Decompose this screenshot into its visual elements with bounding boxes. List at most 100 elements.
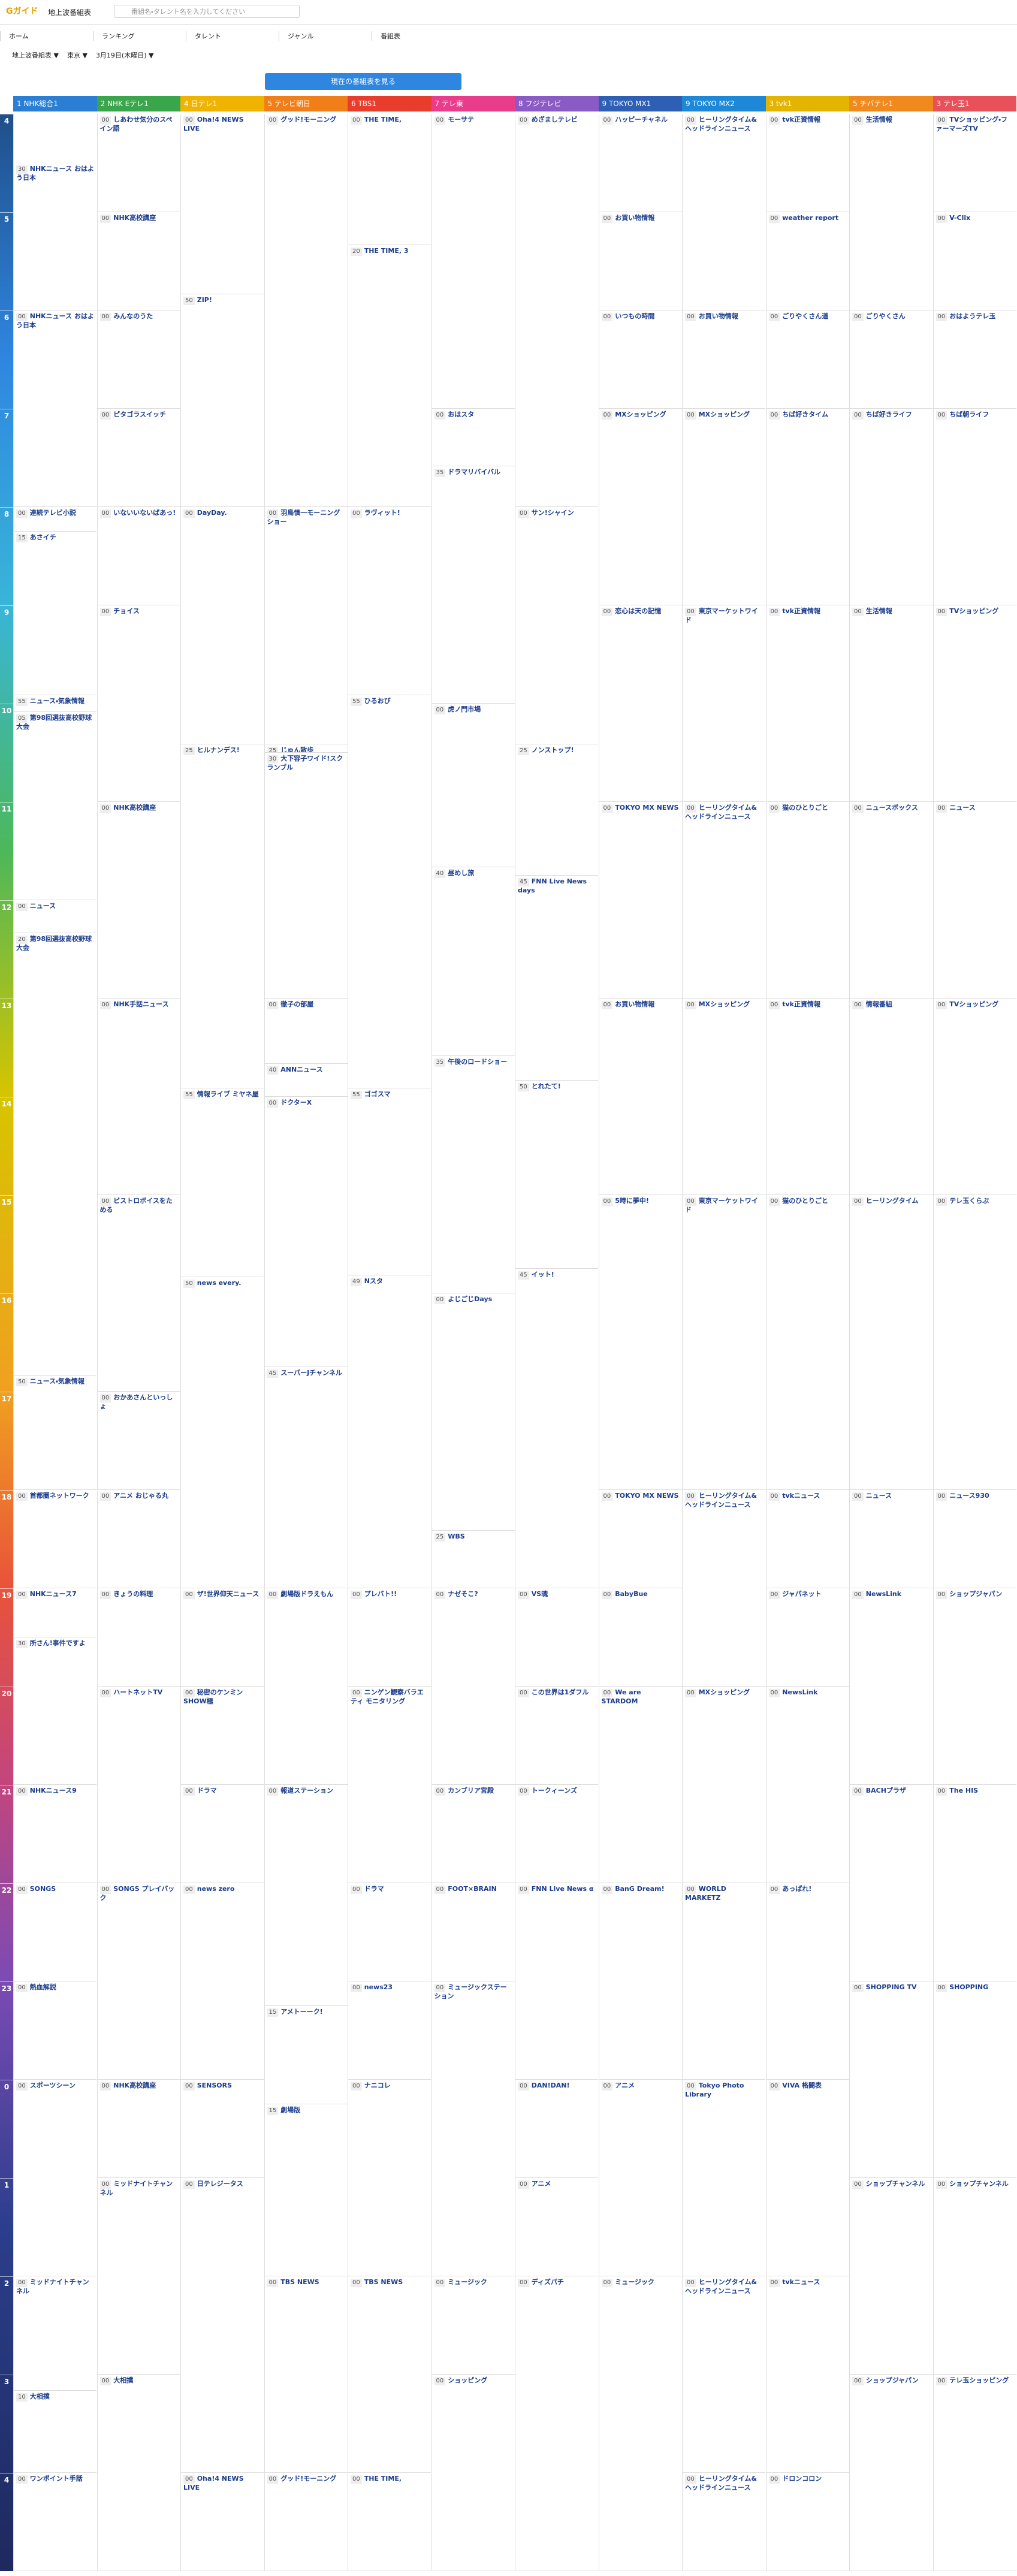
- program[interactable]: 00 おかあさんといっしょ: [97, 1392, 180, 1490]
- program[interactable]: 00 お買い物情報: [599, 212, 682, 310]
- program[interactable]: 30 NHKニュース おはよう日本: [14, 163, 96, 310]
- program[interactable]: 00 MXショッピング: [683, 409, 765, 605]
- program[interactable]: 25 WBS: [431, 1531, 515, 1588]
- program[interactable]: 00 ミッドナイトチャンネル: [97, 2178, 180, 2375]
- program[interactable]: 00 DayDay.: [181, 507, 264, 745]
- program[interactable]: 20 THE TIME, 3: [348, 245, 431, 507]
- program[interactable]: 00 東京マーケットワイド: [683, 605, 765, 802]
- program[interactable]: 00 SONGS: [14, 1883, 96, 1981]
- program[interactable]: 00 スポーツシーン: [14, 2080, 96, 2276]
- program[interactable]: 00 The HIS: [933, 1785, 1016, 1981]
- program[interactable]: 15 あさイチ: [14, 532, 96, 696]
- program[interactable]: 00 ニュース: [933, 802, 1016, 999]
- program[interactable]: 00 TVショッピング: [933, 605, 1016, 802]
- program[interactable]: 00 TBS NEWS: [348, 2276, 431, 2473]
- program[interactable]: 00 おはようテレ玉: [933, 310, 1016, 409]
- program[interactable]: 00 恋心は天の記憶: [599, 605, 682, 802]
- program[interactable]: 00 ヒーリングタイム&ヘッドラインニュース: [683, 2473, 765, 2571]
- program[interactable]: 00 報道ステーション: [264, 1785, 348, 2006]
- program[interactable]: 00 THE TIME,: [348, 2473, 431, 2571]
- nav-item[interactable]: 番組表: [372, 31, 464, 41]
- program[interactable]: 00 ドロンコロン: [766, 2473, 849, 2571]
- program[interactable]: 00 ヒーリングタイム&ヘッドラインニュース: [683, 2276, 765, 2473]
- program[interactable]: 00 テレ玉ショッピング: [933, 2375, 1016, 2571]
- selector[interactable]: 地上波番組表 ▼: [12, 52, 59, 59]
- program[interactable]: 00 SHOPPING: [933, 1981, 1016, 2178]
- program[interactable]: 00 NHK手話ニュース: [97, 999, 180, 1195]
- program[interactable]: 00 FOOT×BRAIN: [431, 1883, 515, 1981]
- program[interactable]: 55 情報ライブ ミヤネ屋: [181, 1088, 264, 1277]
- program[interactable]: 00 ワンポイント手話: [14, 2473, 96, 2571]
- program[interactable]: 00 FNN Live News α: [515, 1883, 598, 2080]
- program[interactable]: 25 ノンストップ!: [515, 744, 598, 876]
- nav-item[interactable]: タレント: [186, 31, 279, 41]
- program[interactable]: 00 ニンゲン観察バラエティ モニタリング: [348, 1687, 431, 1883]
- program[interactable]: 00 ヒーリングタイム&ヘッドラインニュース: [683, 114, 765, 310]
- program[interactable]: 00 テレ玉くらぶ: [933, 1195, 1016, 1490]
- program[interactable]: 00 NHKニュース9: [14, 1785, 96, 1883]
- program[interactable]: 00 ミュージックステーション: [431, 1981, 515, 2276]
- program[interactable]: 00 Oha!4 NEWS LIVE: [181, 114, 264, 294]
- program[interactable]: 00 モーサテ: [431, 114, 515, 409]
- program[interactable]: 00 生活情報: [850, 605, 932, 802]
- program[interactable]: 00 ニュースボックス: [850, 802, 932, 999]
- program[interactable]: 00 ザ!世界仰天ニュース: [181, 1588, 264, 1687]
- program[interactable]: 00 MXショッピング: [683, 999, 765, 1195]
- program[interactable]: 00 ちば好きライフ: [850, 409, 932, 605]
- program[interactable]: 00 ショップチャンネル: [850, 2178, 932, 2375]
- program[interactable]: 55 ひるおび: [348, 695, 431, 1089]
- program[interactable]: 00 tvkニュース: [766, 2276, 849, 2473]
- channel-name[interactable]: 2 NHK Eテレ1: [96, 96, 180, 111]
- channel-name[interactable]: 3 テレ玉1: [932, 96, 1016, 111]
- program[interactable]: 00 ニュース: [850, 1490, 932, 1588]
- selector[interactable]: 東京 ▼: [67, 52, 87, 59]
- program[interactable]: 00 DAN!DAN!: [515, 2080, 598, 2178]
- program[interactable]: 45 FNN Live News days: [515, 876, 598, 1081]
- program[interactable]: 00 NHK高校講座: [97, 2080, 180, 2178]
- program[interactable]: 00 アニメ: [599, 2080, 682, 2276]
- program[interactable]: 00 生活情報: [850, 114, 932, 310]
- program[interactable]: 00 TBS NEWS: [264, 2276, 348, 2473]
- program[interactable]: 40 ANNニュース: [264, 1064, 348, 1097]
- program[interactable]: 00 ハートネットTV: [97, 1687, 180, 1883]
- program[interactable]: 00 V-Clix: [933, 212, 1016, 310]
- program[interactable]: 00 あっぱれ!: [766, 1883, 849, 2080]
- program[interactable]: 00 ちば朝ライフ: [933, 409, 1016, 605]
- program[interactable]: 20 第98回選抜高校野球大会: [14, 933, 96, 1376]
- program[interactable]: 00 カンブリア宮殿: [431, 1785, 515, 1883]
- program[interactable]: 00 この世界は1ダフル: [515, 1687, 598, 1785]
- program[interactable]: 50 news every.: [181, 1277, 264, 1588]
- program[interactable]: 00 ショップジャパン: [933, 1588, 1016, 1785]
- program[interactable]: 00 プレバト!!: [348, 1588, 431, 1687]
- program[interactable]: 00 ディズパチ: [515, 2276, 598, 2571]
- program[interactable]: 00 よじごじDays: [431, 1293, 515, 1531]
- program[interactable]: 00 tvkニュース: [766, 1490, 849, 1588]
- program[interactable]: 00 TOKYO MX NEWS: [599, 1490, 682, 1588]
- program[interactable]: 00 news23: [348, 1981, 431, 2080]
- program[interactable]: 00 BACHプラザ: [850, 1785, 932, 1981]
- program[interactable]: 35 午後のロードショー: [431, 1056, 515, 1293]
- program[interactable]: 00 徹子の部屋: [264, 999, 348, 1064]
- program[interactable]: 00 ヒーリングタイム&ヘッドラインニュース: [683, 802, 765, 999]
- program[interactable]: 00 トークィーンズ: [515, 1785, 598, 1883]
- program[interactable]: 00 サン!シャイン: [515, 507, 598, 745]
- program[interactable]: 30 所さん!事件ですよ: [14, 1637, 96, 1785]
- logo[interactable]: Gガイド: [6, 7, 38, 16]
- program[interactable]: 25 じゅん散歩: [264, 744, 348, 753]
- program[interactable]: 00 SONGS プレイバック: [97, 1883, 180, 2080]
- program[interactable]: 00 ちば好きタイム: [766, 409, 849, 605]
- program[interactable]: 25 ヒルナンデス!: [181, 744, 264, 1089]
- program[interactable]: 00 BanG Dream!: [599, 1883, 682, 2080]
- program[interactable]: 35 ドラマリバイバル: [431, 466, 515, 704]
- program[interactable]: 00 ナニコレ: [348, 2080, 431, 2276]
- program[interactable]: 00 SHOPPING TV: [850, 1981, 932, 2178]
- program[interactable]: 00 ショップチャンネル: [933, 2178, 1016, 2375]
- program[interactable]: 00 いつもの時間: [599, 310, 682, 409]
- program[interactable]: 00 tvk正資情報: [766, 605, 849, 802]
- channel-name[interactable]: 3 tvk1: [765, 96, 849, 111]
- program[interactable]: 15 アメトーーク!: [264, 2006, 348, 2104]
- program[interactable]: 00 しあわせ気分のスペイン語: [97, 114, 180, 212]
- program[interactable]: 45 スーパーJチャンネル: [264, 1367, 348, 1588]
- program[interactable]: 00 おはスタ: [431, 409, 515, 466]
- program[interactable]: 00 ミッドナイトチャンネル: [14, 2276, 96, 2391]
